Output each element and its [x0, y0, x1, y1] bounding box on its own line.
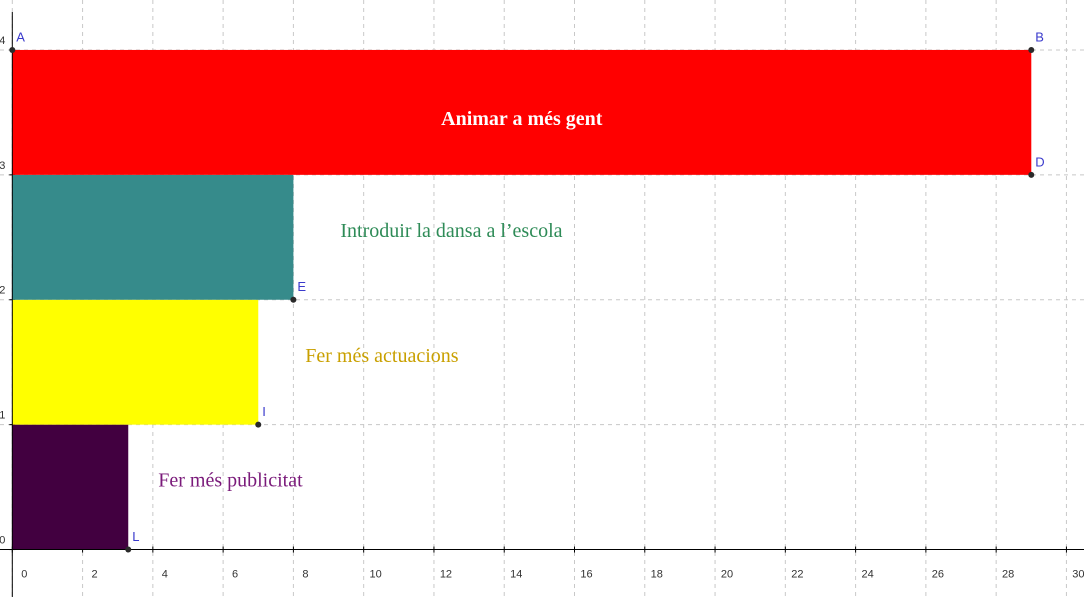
x-tick-label: 10: [370, 568, 382, 580]
point-label: B: [1035, 29, 1044, 44]
x-tick-label: 0: [21, 568, 27, 580]
bar-label: Animar a més gent: [441, 108, 603, 130]
y-tick-label: 3: [0, 160, 5, 172]
x-tick-label: 12: [440, 568, 452, 580]
bar: [12, 174, 294, 300]
bar: [12, 424, 129, 550]
point: [1028, 171, 1035, 178]
bar: [12, 299, 259, 425]
y-tick-label: 2: [0, 285, 5, 297]
x-tick-label: 24: [861, 568, 873, 580]
y-tick-label: 4: [0, 35, 5, 47]
point: [9, 46, 16, 53]
bar-label: Fer més actuacions: [305, 345, 458, 367]
x-tick-label: 6: [232, 568, 238, 580]
point-label: D: [1035, 154, 1044, 169]
point: [1028, 46, 1035, 53]
x-tick-label: 8: [302, 568, 308, 580]
point: [255, 421, 262, 428]
bar-label: Fer més publicitat: [158, 470, 303, 492]
x-tick-label: 22: [791, 568, 803, 580]
point: [290, 296, 297, 303]
point-label: A: [16, 29, 25, 44]
point-label: I: [262, 404, 266, 419]
point-label: L: [132, 529, 139, 544]
y-tick-label: 1: [0, 410, 5, 422]
x-tick-label: 30: [1072, 568, 1084, 580]
x-tick-label: 4: [162, 568, 168, 580]
x-tick-label: 26: [932, 568, 944, 580]
x-tick-label: 18: [651, 568, 663, 580]
x-tick-label: 16: [580, 568, 592, 580]
x-tick-label: 28: [1002, 568, 1014, 580]
bar: [12, 49, 1032, 175]
x-tick-label: 20: [721, 568, 733, 580]
point-label: E: [297, 279, 306, 294]
y-tick-label: 0: [0, 534, 5, 546]
bar-label: Introduir la dansa a l’escola: [340, 220, 562, 242]
point: [125, 546, 132, 553]
x-tick-label: 2: [92, 568, 98, 580]
x-tick-label: 14: [510, 568, 522, 580]
